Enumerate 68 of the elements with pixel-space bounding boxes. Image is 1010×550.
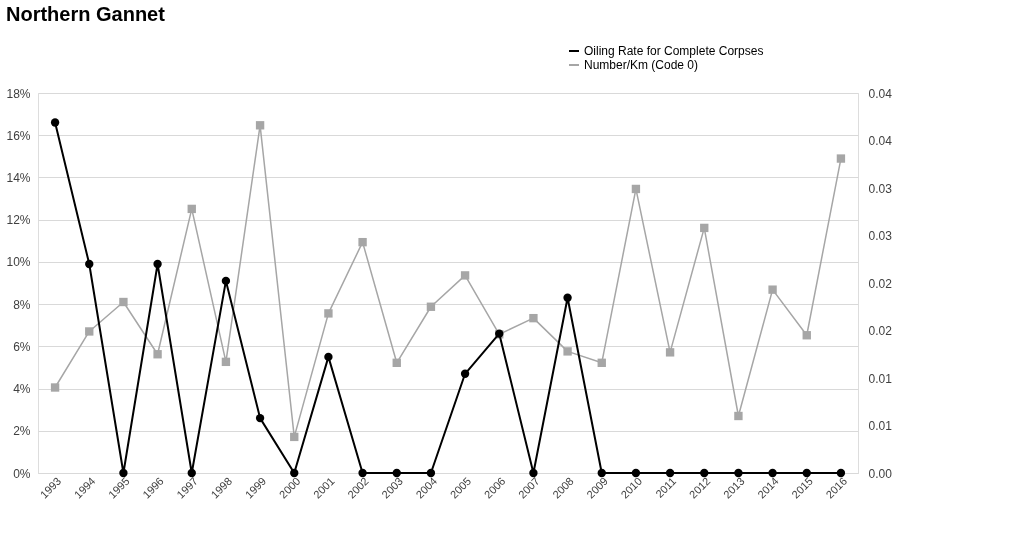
point	[50, 383, 60, 392]
point	[392, 358, 401, 367]
y-tick-label: 6%	[13, 339, 31, 354]
point	[426, 468, 436, 478]
point	[255, 413, 265, 423]
point	[631, 184, 641, 194]
legend-label: Oiling Rate for Complete Corpses	[584, 44, 764, 58]
point	[221, 357, 231, 367]
y2-tick-label: 0.03	[868, 229, 893, 243]
point	[734, 468, 743, 478]
point	[221, 276, 231, 286]
legend-label: Number/Km (Code 0)	[584, 58, 699, 72]
y-tick-label: 8%	[13, 297, 31, 312]
point	[324, 309, 333, 318]
point	[460, 369, 470, 378]
point	[734, 411, 743, 421]
y2-tick-label: 0.02	[868, 324, 893, 338]
y-tick-label: 18%	[6, 86, 31, 101]
point	[324, 352, 333, 362]
point	[802, 331, 811, 340]
point	[358, 468, 367, 478]
point	[563, 347, 572, 356]
point	[597, 358, 606, 367]
y2-tick-label: 0.01	[868, 371, 893, 386]
point	[665, 348, 675, 357]
point	[836, 154, 846, 163]
y2-tick-label: 0.00	[868, 466, 893, 481]
point	[50, 118, 60, 127]
point	[85, 327, 94, 336]
point	[187, 204, 196, 214]
y2-tick-label: 0.02	[868, 276, 893, 291]
y-tick-label: 14%	[6, 170, 31, 185]
point	[290, 468, 299, 478]
y2-tick-label: 0.03	[868, 181, 893, 196]
point	[700, 468, 709, 478]
point	[700, 223, 709, 233]
y-tick-label: 4%	[13, 382, 31, 397]
point	[768, 285, 777, 294]
point	[290, 432, 299, 442]
y-tick-label: 0%	[13, 466, 31, 481]
point	[85, 259, 94, 269]
y-tick-label: 2%	[13, 424, 31, 439]
point	[426, 302, 436, 311]
point	[153, 259, 162, 269]
chart-title: Northern Gannet	[5, 3, 166, 25]
y-tick-label: 12%	[6, 213, 31, 228]
y-tick-label: 10%	[6, 255, 31, 270]
point	[836, 468, 846, 478]
point	[119, 468, 128, 478]
point	[529, 313, 538, 323]
point	[802, 468, 811, 478]
point	[460, 271, 470, 280]
y-tick-label: 16%	[6, 128, 31, 143]
point	[119, 297, 128, 307]
point	[153, 350, 162, 359]
y2-tick-label: 0.01	[868, 419, 893, 433]
point	[529, 468, 538, 478]
point	[768, 468, 777, 478]
point	[597, 468, 606, 478]
point	[665, 468, 675, 478]
point	[392, 468, 401, 478]
y2-tick-label: 0.04	[868, 86, 893, 101]
point	[631, 468, 641, 478]
point	[563, 293, 572, 302]
point	[187, 468, 196, 478]
y2-tick-label: 0.04	[868, 134, 893, 148]
point	[255, 121, 265, 130]
point	[358, 237, 367, 247]
